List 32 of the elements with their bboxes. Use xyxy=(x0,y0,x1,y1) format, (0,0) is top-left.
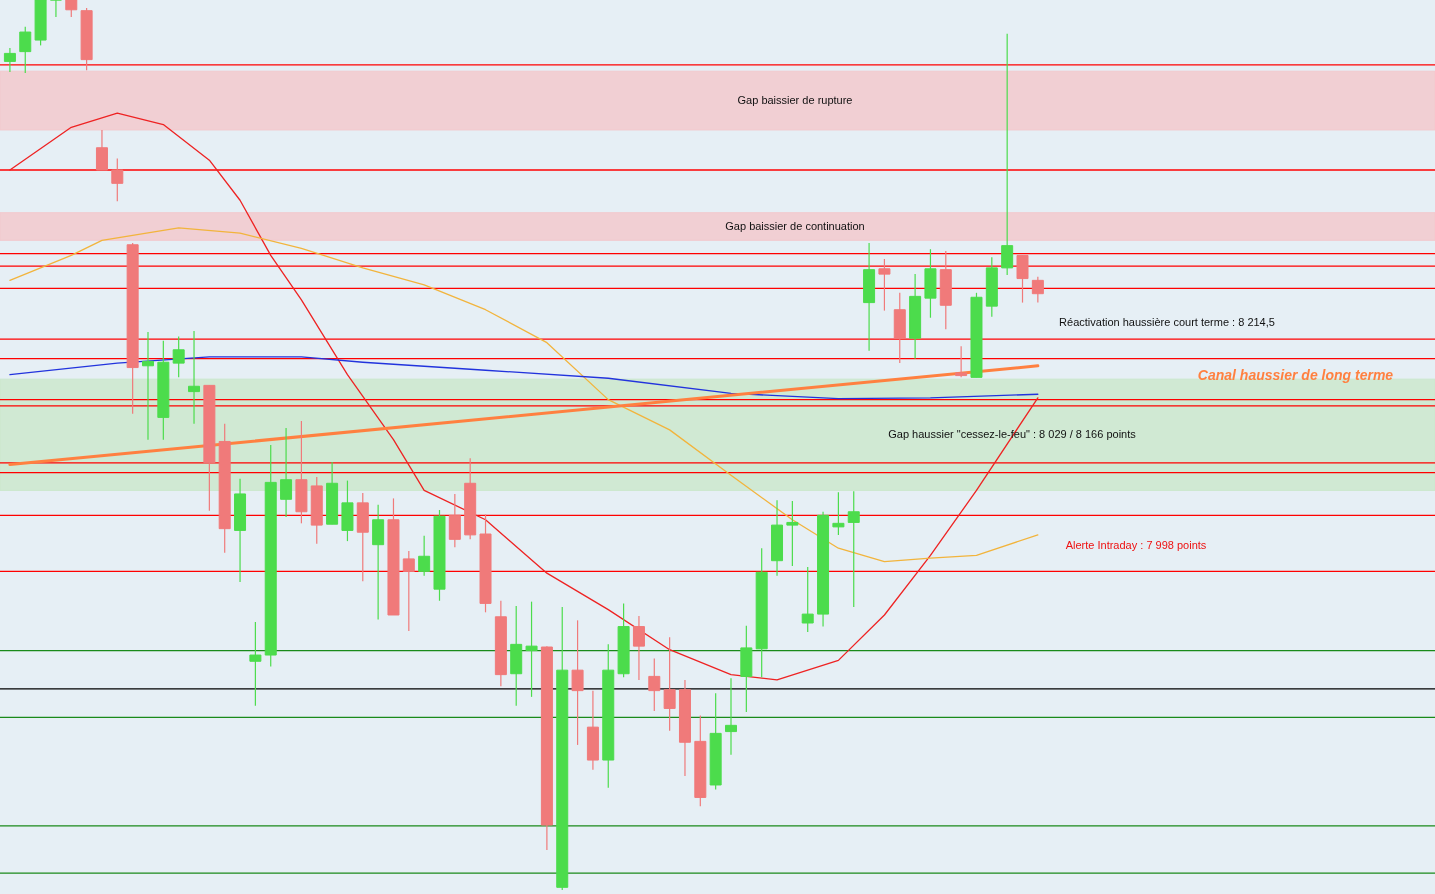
text: Alerte Intraday : 7 998 points xyxy=(1065,539,1207,551)
candlestick xyxy=(1031,276,1044,304)
candlestick xyxy=(1001,33,1014,276)
candlestick xyxy=(141,331,154,441)
candlestick xyxy=(3,47,16,73)
candlestick xyxy=(725,677,737,756)
candlestick xyxy=(648,658,661,712)
candlestick xyxy=(172,335,185,378)
candlestick xyxy=(832,491,845,536)
candlestick xyxy=(663,636,676,732)
candlestick xyxy=(571,619,584,746)
candlestick xyxy=(955,345,968,378)
candlestick xyxy=(249,621,262,707)
candlestick xyxy=(402,550,415,632)
candlestick xyxy=(786,500,799,567)
candlestick xyxy=(525,601,538,698)
candlestick xyxy=(188,330,201,425)
text: Réactivation haussière court terme : 8 214,5 xyxy=(1059,316,1275,328)
candlestick xyxy=(632,615,645,681)
band-label: Gap baissier de continuation xyxy=(725,219,865,232)
candlestick xyxy=(1016,254,1029,304)
text: Canal haussier de long terme xyxy=(1197,366,1394,383)
candlestick xyxy=(801,566,814,633)
candlestick xyxy=(95,129,108,171)
candlestick xyxy=(280,427,293,518)
candlestick xyxy=(878,258,891,312)
candlestick xyxy=(19,26,32,74)
candlestick xyxy=(847,490,860,608)
candlestick xyxy=(49,0,62,18)
candlestick xyxy=(418,535,431,577)
candlestick xyxy=(111,157,124,202)
band-label: Gap baissier de rupture xyxy=(737,93,853,106)
